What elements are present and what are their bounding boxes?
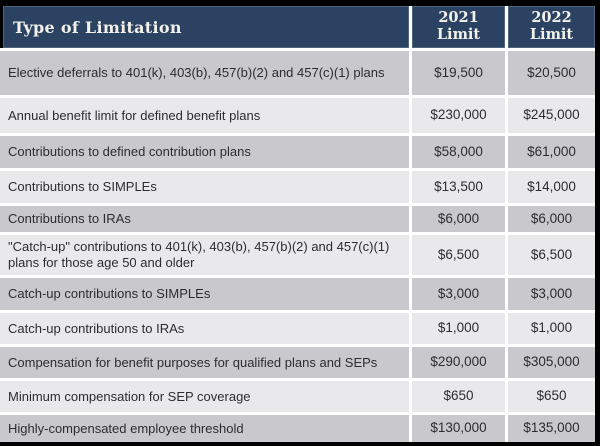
row-2021-value-cell: $290,000 <box>412 347 505 378</box>
row-2021-value-cell: $6,500 <box>412 235 505 275</box>
row-2021-value-cell: $1,000 <box>412 313 505 344</box>
row-2022-value-cell: $61,000 <box>508 136 595 168</box>
row-label-cell: Catch-up contributions to SIMPLEs <box>0 278 409 310</box>
row-label-cell: Highly-compensated employee threshold <box>0 415 409 442</box>
row-label-cell: Annual benefit limit for defined benefit… <box>0 98 409 133</box>
row-label-cell: Contributions to IRAs <box>0 206 409 232</box>
row-label-cell: Minimum compensation for SEP coverage <box>0 381 409 412</box>
row-2021-value-cell: $6,000 <box>412 206 505 232</box>
row-2021-value-cell: $19,500 <box>412 51 505 95</box>
row-2022-value-cell: $135,000 <box>508 415 595 442</box>
row-2022-value-cell: $20,500 <box>508 51 595 95</box>
row-2022-value-cell: $305,000 <box>508 347 595 378</box>
header-2021-line2: Limit <box>436 26 481 43</box>
header-type-of-limitation: Type of Limitation <box>0 6 409 48</box>
row-2021-value-cell: $13,500 <box>412 171 505 203</box>
header-2021-line1: 2021 <box>438 9 479 27</box>
row-2022-value-cell: $245,000 <box>508 98 595 133</box>
row-2022-value-cell: $6,000 <box>508 206 595 232</box>
row-label-cell: Contributions to defined contribution pl… <box>0 136 409 168</box>
header-2022-line2: Limit <box>529 26 574 43</box>
header-type-of-limitation-label: Type of Limitation <box>13 17 182 37</box>
limits-table: Type of Limitation 2021 Limit 2022 Limit… <box>0 6 595 442</box>
row-2022-value-cell: $3,000 <box>508 278 595 310</box>
row-2022-value-cell: $14,000 <box>508 171 595 203</box>
row-2021-value-cell: $230,000 <box>412 98 505 133</box>
header-2021-limit: 2021 Limit <box>412 6 505 48</box>
row-2022-value-cell: $1,000 <box>508 313 595 344</box>
header-2022-line1: 2022 <box>531 9 572 27</box>
row-label-cell: Compensation for benefit purposes for qu… <box>0 347 409 378</box>
row-2022-value-cell: $6,500 <box>508 235 595 275</box>
row-label-cell: Contributions to SIMPLEs <box>0 171 409 203</box>
row-label-cell: Elective deferrals to 401(k), 403(b), 45… <box>0 51 409 95</box>
row-2021-value-cell: $130,000 <box>412 415 505 442</box>
row-2021-value-cell: $58,000 <box>412 136 505 168</box>
row-2021-value-cell: $650 <box>412 381 505 412</box>
row-label-cell: "Catch-up" contributions to 401(k), 403(… <box>0 235 409 275</box>
row-2022-value-cell: $650 <box>508 381 595 412</box>
row-2021-value-cell: $3,000 <box>412 278 505 310</box>
row-label-cell: Catch-up contributions to IRAs <box>0 313 409 344</box>
header-2022-limit: 2022 Limit <box>508 6 595 48</box>
